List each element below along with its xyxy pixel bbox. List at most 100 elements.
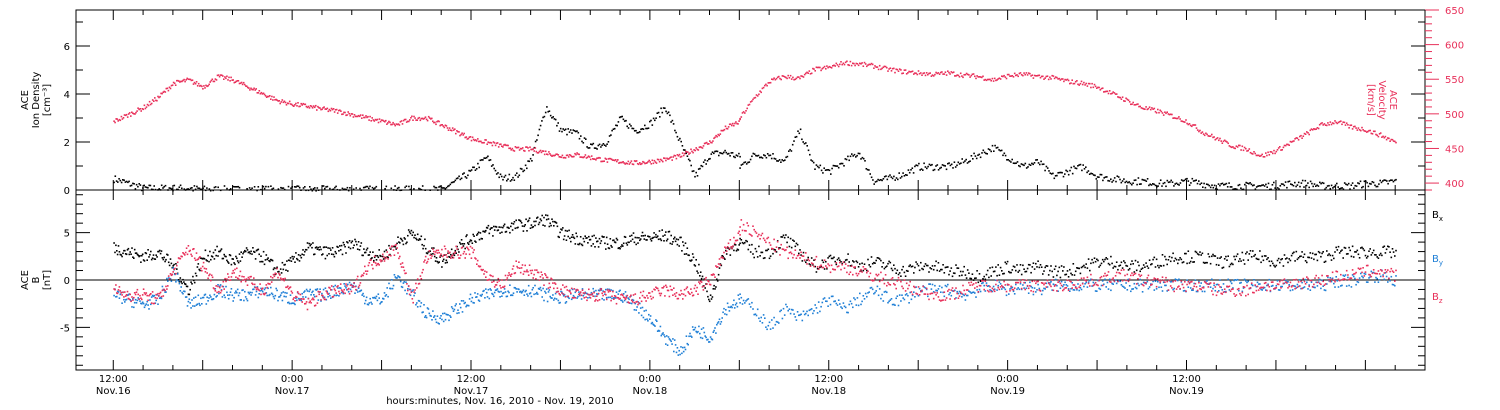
data-point bbox=[124, 291, 126, 293]
data-point bbox=[187, 300, 190, 303]
data-point bbox=[361, 294, 363, 296]
data-point bbox=[969, 291, 971, 293]
data-point bbox=[812, 264, 814, 266]
data-point bbox=[637, 163, 640, 166]
data-point bbox=[133, 306, 135, 309]
data-point bbox=[169, 87, 172, 90]
data-point bbox=[1227, 278, 1229, 281]
data-point bbox=[807, 72, 809, 74]
data-point bbox=[689, 159, 691, 162]
data-point bbox=[900, 300, 902, 302]
data-point bbox=[1089, 279, 1091, 282]
data-point bbox=[862, 65, 865, 67]
data-point bbox=[238, 253, 241, 255]
data-point bbox=[201, 258, 204, 260]
data-point bbox=[207, 85, 209, 87]
data-point bbox=[1107, 262, 1110, 265]
data-point bbox=[828, 169, 831, 172]
data-point bbox=[641, 162, 643, 165]
data-point bbox=[949, 292, 951, 294]
data-point bbox=[573, 130, 576, 132]
data-point bbox=[529, 146, 531, 148]
data-point bbox=[889, 174, 891, 176]
data-point bbox=[608, 135, 611, 137]
data-point bbox=[1032, 293, 1035, 296]
data-point bbox=[1322, 182, 1325, 185]
data-point bbox=[1079, 272, 1082, 275]
data-point bbox=[375, 259, 378, 261]
data-point bbox=[844, 61, 847, 64]
data-point bbox=[1240, 260, 1242, 262]
data-point bbox=[875, 66, 877, 68]
data-point bbox=[658, 160, 661, 163]
data-point bbox=[404, 238, 406, 240]
data-point bbox=[283, 295, 285, 298]
data-point bbox=[418, 116, 421, 119]
data-point bbox=[1211, 255, 1213, 258]
data-point bbox=[365, 115, 367, 117]
data-point bbox=[921, 267, 923, 270]
data-point bbox=[512, 176, 514, 179]
data-point bbox=[169, 273, 172, 275]
data-point bbox=[160, 92, 162, 95]
data-point bbox=[234, 263, 236, 266]
data-point bbox=[135, 183, 138, 186]
data-point bbox=[1268, 154, 1271, 156]
data-point bbox=[1020, 74, 1023, 76]
data-point bbox=[1175, 182, 1178, 185]
data-point bbox=[415, 237, 417, 240]
data-point bbox=[312, 290, 314, 293]
data-point bbox=[874, 291, 876, 294]
data-point bbox=[896, 269, 899, 272]
data-point bbox=[755, 94, 758, 96]
data-point bbox=[843, 165, 845, 167]
data-point bbox=[1355, 185, 1358, 187]
data-point bbox=[278, 100, 280, 102]
data-point bbox=[137, 293, 139, 296]
data-point bbox=[1265, 183, 1267, 186]
data-point bbox=[328, 292, 330, 295]
data-point bbox=[158, 295, 160, 297]
data-point bbox=[504, 231, 507, 233]
data-point bbox=[617, 121, 620, 123]
data-point bbox=[735, 154, 738, 156]
data-point bbox=[1052, 283, 1055, 285]
data-point bbox=[587, 147, 590, 149]
data-point bbox=[249, 291, 251, 294]
data-point bbox=[546, 300, 549, 303]
data-point bbox=[279, 268, 282, 270]
data-point bbox=[815, 66, 818, 69]
data-point bbox=[938, 285, 941, 287]
data-point bbox=[113, 181, 115, 184]
data-point bbox=[493, 291, 496, 294]
data-point bbox=[1356, 129, 1359, 131]
data-point bbox=[758, 245, 760, 248]
data-point bbox=[956, 267, 958, 269]
data-point bbox=[1113, 177, 1116, 179]
data-point bbox=[808, 70, 811, 72]
data-point bbox=[604, 293, 606, 295]
data-point bbox=[873, 292, 875, 295]
data-point bbox=[250, 87, 252, 90]
data-point bbox=[208, 297, 210, 299]
data-point bbox=[281, 99, 284, 101]
data-point bbox=[424, 316, 426, 318]
data-point bbox=[1356, 280, 1359, 283]
data-point bbox=[632, 299, 635, 302]
data-point bbox=[1307, 182, 1309, 184]
data-point bbox=[297, 254, 300, 256]
data-point bbox=[824, 169, 827, 171]
data-point bbox=[412, 119, 414, 121]
data-point bbox=[713, 329, 715, 332]
data-point bbox=[908, 171, 911, 174]
data-point bbox=[1209, 135, 1212, 137]
data-point bbox=[1291, 252, 1294, 255]
data-point bbox=[505, 295, 508, 298]
data-point bbox=[369, 185, 371, 188]
data-point bbox=[1183, 179, 1186, 182]
data-point bbox=[700, 328, 703, 330]
data-point bbox=[642, 235, 645, 237]
data-point bbox=[124, 299, 127, 301]
data-point bbox=[521, 168, 523, 170]
data-point bbox=[962, 161, 965, 164]
